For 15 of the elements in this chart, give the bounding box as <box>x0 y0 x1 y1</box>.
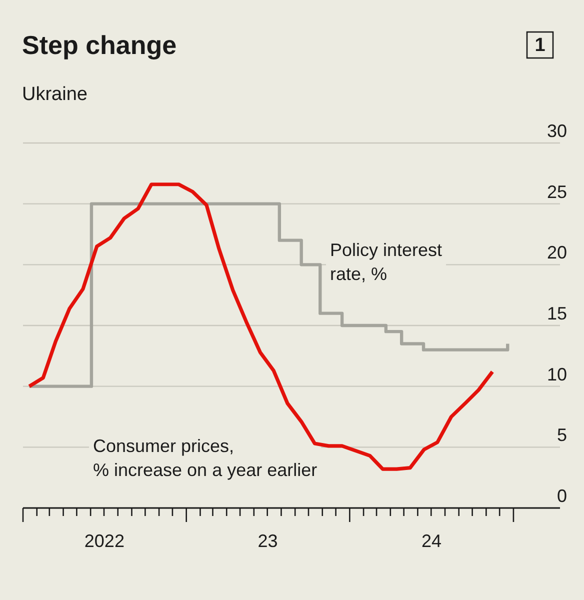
y-tick-label: 5 <box>556 425 567 446</box>
y-tick-label: 25 <box>546 182 567 202</box>
x-tick-label: 2022 <box>84 531 124 551</box>
y-tick-label: 20 <box>546 242 567 263</box>
y-tick-label: 10 <box>546 364 567 384</box>
chart-subtitle: Ukraine <box>22 84 88 105</box>
y-tick-label: 15 <box>546 304 567 324</box>
x-tick-label: 23 <box>258 531 278 551</box>
chart-title: Step change <box>22 30 177 60</box>
x-tick-label: 24 <box>422 531 442 551</box>
text: 1 <box>534 35 546 56</box>
y-tick-label: 0 <box>556 486 567 506</box>
y-tick-label: 30 <box>546 121 567 141</box>
series-label: Consumer prices, % increase on a year earlier <box>93 436 318 480</box>
series-label: Policy interest rate, % <box>330 240 442 284</box>
